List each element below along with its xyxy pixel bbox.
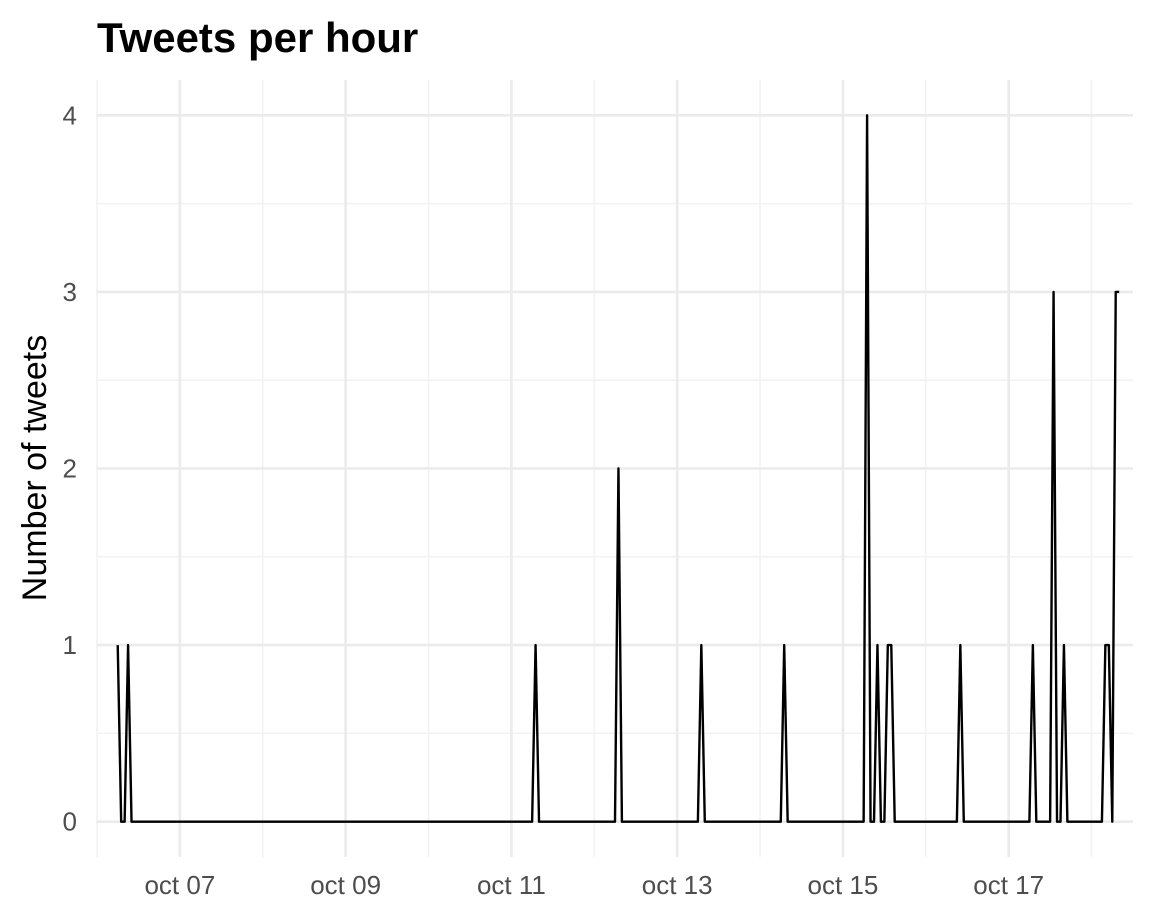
chart-title: Tweets per hour — [97, 14, 418, 61]
y-tick-label: 0 — [63, 807, 77, 837]
x-tick-label: oct 15 — [808, 870, 879, 900]
series-group — [116, 114, 1120, 823]
y-axis-tick-labels: 0 1 2 3 4 — [63, 100, 77, 836]
x-axis-tick-labels: oct 07 oct 09 oct 11 oct 13 oct 15 oct 17 — [144, 870, 1044, 900]
y-axis-label: Number of tweets — [16, 335, 54, 601]
series-line-0 — [116, 114, 1120, 823]
y-tick-label: 2 — [63, 454, 77, 484]
x-tick-label: oct 07 — [144, 870, 215, 900]
y-tick-label: 3 — [63, 277, 77, 307]
y-tick-label: 1 — [63, 630, 77, 660]
x-tick-label: oct 09 — [310, 870, 381, 900]
x-tick-label: oct 17 — [973, 870, 1044, 900]
x-tick-label: oct 11 — [477, 870, 546, 900]
x-tick-label: oct 13 — [642, 870, 713, 900]
y-tick-label: 4 — [63, 100, 77, 130]
